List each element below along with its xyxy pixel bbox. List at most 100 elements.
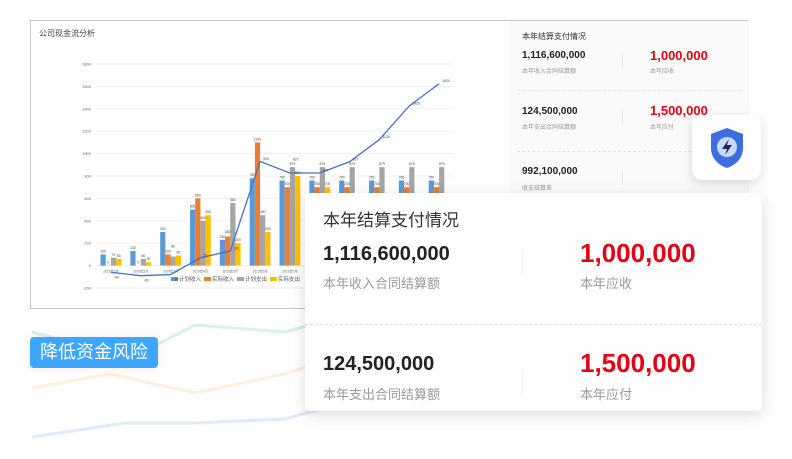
legend-label: 计划收入 <box>179 275 202 283</box>
legend-swatch <box>171 277 178 281</box>
divider <box>622 54 623 68</box>
data-label: 760 <box>339 175 345 179</box>
settlement-diff-label: 收支结算差 <box>522 186 553 192</box>
bar <box>235 243 241 266</box>
receivable-value: 1,000,000 <box>650 48 708 63</box>
receivable-label: 本年应收 <box>580 276 633 291</box>
data-label: 700 <box>404 182 410 186</box>
bar <box>254 142 261 266</box>
line-data-label: 70 <box>203 253 207 257</box>
receivable-value: 1,000,000 <box>580 238 696 268</box>
card-title: 本年结算支付情况 <box>323 211 459 230</box>
data-label: 100 <box>165 249 171 253</box>
panel-title: 本年结算支付情况 <box>522 32 586 41</box>
bar <box>265 232 271 266</box>
y-tick-label: 1400 <box>82 106 92 111</box>
x-tick-label: 2019年6月 <box>252 269 267 274</box>
payable-value: 1,500,000 <box>650 103 708 118</box>
bar <box>130 251 136 266</box>
expense-settlement-label: 本年支出合同结算额 <box>323 387 441 402</box>
legend-label: 实际支出 <box>278 275 300 283</box>
data-label: 700 <box>325 182 331 186</box>
line-data-label: 930 <box>263 157 269 161</box>
data-label: 30 <box>147 257 151 261</box>
data-label: 0 <box>137 261 139 265</box>
data-label: 400 <box>200 216 206 220</box>
bar <box>175 255 181 266</box>
receivable-label: 本年应收 <box>650 69 675 75</box>
data-label: 760 <box>428 175 434 179</box>
income-settlement-value: 1,116,600,000 <box>522 50 586 61</box>
chart-title: 公司现金流分析 <box>39 29 95 38</box>
legend-swatch <box>204 277 211 281</box>
data-label: 879 <box>320 162 326 166</box>
bar <box>205 215 211 266</box>
bar <box>289 167 296 266</box>
bar <box>145 262 152 266</box>
y-tick-label: -200 <box>83 286 92 291</box>
data-label: 1100 <box>254 137 261 141</box>
data-label: 600 <box>195 193 201 197</box>
bar <box>160 232 166 266</box>
line-data-label: 827 <box>293 157 299 161</box>
data-label: 80 <box>171 244 175 248</box>
payable-value: 1,500,000 <box>580 348 696 378</box>
bar <box>230 202 236 266</box>
divider <box>517 90 742 91</box>
income-settlement-label: 本年收入合同结算额 <box>522 69 577 75</box>
data-label: 879 <box>349 162 355 166</box>
data-label: 760 <box>399 175 405 179</box>
data-label: 260 <box>225 230 231 234</box>
payable-label: 本年应付 <box>650 125 675 131</box>
y-tick-label: 1600 <box>82 84 92 89</box>
income-settlement-label: 本年收入合同结算额 <box>323 276 441 291</box>
divider <box>622 110 623 124</box>
bar <box>116 258 122 266</box>
line-data-label: 1425 <box>412 102 420 106</box>
reduce-risk-tag: 降低资金风险 <box>30 337 158 368</box>
bar <box>110 257 117 266</box>
divider <box>522 370 523 394</box>
data-label: 0 <box>107 261 109 265</box>
bar <box>195 198 201 266</box>
data-label: 100 <box>100 249 106 253</box>
x-tick-label: 2019年1月 <box>103 269 118 274</box>
x-tick-label: 2019年2月 <box>133 269 148 274</box>
data-label: 60 <box>117 254 121 258</box>
expense-settlement-value: 124,500,000 <box>522 106 578 117</box>
y-tick-label: 200 <box>84 241 91 246</box>
data-label: 879 <box>409 162 415 166</box>
data-label: 800 <box>295 171 301 175</box>
bar <box>190 209 196 266</box>
bar <box>170 256 176 266</box>
bar <box>295 176 301 266</box>
line-data-label: -90 <box>144 279 149 283</box>
bar <box>165 254 171 266</box>
line-data-label: 130 <box>233 247 239 251</box>
legend-label: 实际收入 <box>212 275 235 283</box>
shield-lightning-icon <box>710 127 743 168</box>
divider <box>517 151 742 152</box>
y-tick-label: 600 <box>84 196 91 201</box>
shield-badge <box>692 115 761 180</box>
bar <box>279 180 285 266</box>
bar <box>200 220 206 266</box>
bar <box>260 215 266 266</box>
data-label: 90 <box>176 251 180 255</box>
data-label: 60 <box>141 254 145 258</box>
y-tick-label: 1200 <box>82 129 92 134</box>
data-label: 879 <box>379 162 385 166</box>
data-label: 879 <box>290 162 296 166</box>
x-tick-label: 2019年7月 <box>282 269 297 274</box>
x-tick-label: 2019年4月 <box>193 269 208 274</box>
y-tick-label: 1000 <box>82 151 92 156</box>
data-label: 700 <box>314 182 320 186</box>
data-label: 230 <box>220 235 226 239</box>
line-data-label: -80 <box>174 278 179 282</box>
expense-settlement-value: 124,500,000 <box>323 353 435 375</box>
line-series <box>110 83 440 277</box>
settlement-diff-value: 992,100,000 <box>522 166 578 177</box>
bar <box>284 187 290 266</box>
line-data-label: 1624 <box>442 79 450 83</box>
data-label: 300 <box>265 227 271 231</box>
